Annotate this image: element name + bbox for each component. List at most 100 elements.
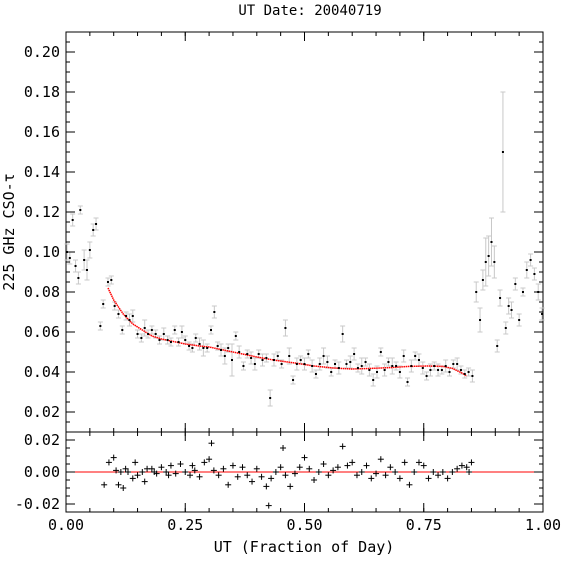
data-point-50	[242, 365, 245, 367]
chart-title: UT Date: 20040719	[238, 3, 381, 19]
residual-marker-63	[349, 459, 356, 466]
data-point-56	[265, 357, 268, 359]
data-point-30	[169, 341, 172, 343]
data-point-20	[131, 315, 134, 317]
data-point-77	[345, 363, 348, 365]
residual-marker-53	[301, 454, 308, 461]
data-point-40	[206, 347, 209, 349]
residual-marker-69	[377, 456, 384, 463]
data-point-67	[307, 353, 310, 355]
residual-marker-55	[311, 477, 318, 483]
data-point-37	[194, 337, 197, 339]
y-axis-label: 225 GHz CSO-τ	[0, 173, 18, 290]
residual-marker-13	[141, 478, 148, 485]
data-point-74	[334, 363, 337, 365]
residual-marker-47	[277, 464, 284, 471]
data-point-22	[140, 337, 143, 339]
residual-marker-78	[420, 462, 427, 469]
data-point-105	[452, 363, 455, 365]
residual-marker-81	[435, 472, 442, 479]
data-point-131	[541, 313, 544, 315]
data-point-69	[314, 373, 317, 375]
data-point-106	[456, 363, 459, 365]
residual-marker-0	[101, 481, 108, 488]
residual-marker-56	[315, 469, 322, 475]
residual-marker-57	[320, 461, 327, 467]
data-point-36	[191, 347, 194, 349]
data-point-100	[433, 365, 436, 367]
data-point-28	[162, 333, 165, 335]
data-point-113	[481, 279, 484, 281]
res-x-tick-label-0: 0.00	[48, 516, 84, 534]
data-point-51	[246, 353, 249, 355]
residual-marker-1	[105, 459, 112, 466]
residual-marker-35	[225, 481, 232, 488]
data-point-5	[79, 209, 82, 211]
main-y-ticks: 0.02 0.04 0.06 0.08 0.10 0.12 0.14 0.16 0.18 0.20	[24, 41, 543, 423]
data-point-66	[303, 363, 306, 365]
data-point-101	[437, 369, 440, 371]
data-point-104	[448, 371, 451, 373]
residual-marker-89	[468, 459, 475, 466]
data-point-79	[353, 353, 356, 355]
data-point-124	[514, 283, 517, 285]
data-point-94	[410, 365, 413, 367]
data-point-52	[250, 357, 253, 359]
main-y-tick-label-3: 0.08	[24, 283, 60, 301]
res-x-tick-label-3: 0.75	[406, 516, 442, 534]
residual-panel: 0.02 0.00 -0.02 0.00 0.25 0.50 0.75 1.00	[15, 431, 561, 534]
data-point-54	[257, 353, 260, 355]
data-point-4	[77, 277, 80, 279]
data-point-26	[154, 333, 157, 335]
residual-marker-5	[117, 469, 124, 475]
residual-marker-41	[253, 465, 260, 472]
data-point-122	[507, 305, 510, 307]
residual-marker-70	[382, 472, 389, 479]
data-point-33	[180, 331, 183, 333]
data-point-121	[504, 327, 507, 329]
residual-marker-87	[463, 464, 470, 471]
data-point-8	[88, 249, 91, 251]
data-point-71	[322, 355, 325, 357]
residual-marker-27	[191, 467, 198, 474]
residual-marker-49	[282, 472, 289, 479]
data-point-96	[417, 359, 420, 361]
data-point-12	[102, 303, 105, 305]
residual-marker-79	[425, 475, 432, 482]
data-point-63	[292, 379, 295, 381]
data-point-86	[379, 351, 382, 353]
data-point-24	[147, 333, 150, 335]
data-point-75	[337, 367, 340, 369]
main-x-ticks	[65, 32, 544, 432]
residual-marker-26	[189, 462, 196, 469]
data-point-116	[490, 241, 493, 243]
data-point-98	[425, 375, 428, 377]
residual-marker-61	[339, 443, 346, 450]
residual-marker-4	[115, 481, 122, 488]
residual-marker-58	[325, 472, 332, 479]
residual-marker-42	[258, 473, 265, 480]
main-y-tick-label-2: 0.06	[24, 323, 60, 341]
data-point-128	[529, 259, 532, 261]
residual-marker-88	[466, 469, 473, 475]
data-point-61	[284, 327, 287, 329]
residual-marker-51	[291, 470, 298, 477]
data-point-73	[330, 371, 333, 373]
residual-marker-28	[196, 473, 203, 480]
residual-marker-60	[334, 464, 341, 471]
residual-marker-7	[122, 465, 129, 472]
data-point-6	[83, 259, 86, 261]
residual-marker-9	[129, 475, 136, 482]
data-point-129	[533, 273, 536, 275]
residual-marker-84	[449, 469, 456, 475]
data-point-60	[280, 363, 283, 365]
residual-marker-72	[392, 469, 399, 475]
residual-marker-76	[411, 469, 418, 475]
data-point-112	[479, 319, 482, 321]
residual-marker-23	[177, 461, 184, 467]
residual-marker-74	[401, 459, 408, 466]
data-point-78	[349, 361, 352, 363]
data-point-81	[360, 365, 363, 367]
data-point-13	[106, 281, 109, 283]
